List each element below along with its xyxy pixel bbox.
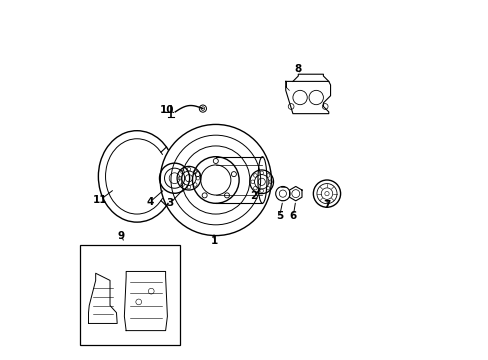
Bar bbox=[80, 244, 180, 345]
Text: 4: 4 bbox=[146, 197, 154, 207]
Text: 9: 9 bbox=[118, 231, 125, 240]
Text: 8: 8 bbox=[293, 64, 301, 74]
Text: 1: 1 bbox=[210, 236, 217, 246]
Text: 11: 11 bbox=[93, 195, 107, 205]
Text: 2: 2 bbox=[249, 191, 257, 201]
Text: 5: 5 bbox=[275, 211, 283, 221]
Text: 10: 10 bbox=[160, 105, 174, 115]
Text: 6: 6 bbox=[289, 211, 296, 221]
Text: 7: 7 bbox=[323, 200, 330, 210]
Text: 3: 3 bbox=[166, 198, 174, 208]
